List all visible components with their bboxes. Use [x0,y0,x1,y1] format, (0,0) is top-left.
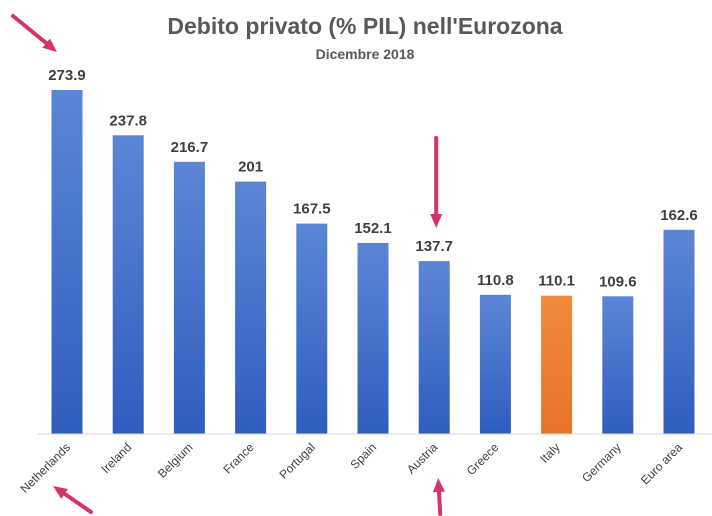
bar-italy [541,295,573,434]
arrow-icon-austria-top [430,136,443,228]
x-tick-label-euro-area: Euro area [638,440,685,487]
data-label-euro-area: 162.6 [660,207,698,224]
data-label-spain: 152.1 [354,220,392,237]
x-tick-label-germany: Germany [579,440,624,485]
bar-belgium [173,161,205,435]
x-tick-label-ireland: Ireland [98,440,134,476]
data-label-belgium: 216.7 [171,139,209,156]
x-tick-label-greece: Greece [464,440,502,478]
bar-spain [357,243,389,434]
bar-portugal [296,223,328,434]
bar-germany [602,296,634,434]
data-label-portugal: 167.5 [293,201,331,218]
data-label-netherlands: 273.9 [48,67,86,84]
x-tick-label-italy: Italy [537,440,562,465]
arrow-icon-netherlands-top [11,14,57,52]
x-tick-label-belgium: Belgium [155,440,196,481]
data-label-france: 201 [238,159,263,176]
x-tick-label-austria: Austria [404,440,441,477]
bar-euro-area [663,229,695,434]
x-tick-label-france: France [220,440,257,477]
bar-greece [479,294,511,434]
bar-ireland [112,135,144,435]
chart-title: Debito privato (% PIL) nell'Eurozona [167,13,562,39]
arrow-icon-austria-bottom [433,478,445,516]
chart-subtitle: Dicembre 2018 [316,46,415,62]
data-label-italy: 110.1 [538,273,575,290]
data-label-ireland: 237.8 [109,112,147,129]
arrow-icon-netherlands-bottom [53,486,93,514]
x-tick-label-spain: Spain [348,440,380,472]
data-label-greece: 110.8 [477,272,514,289]
x-tick-label-netherlands: Netherlands [17,440,73,496]
bar-france [235,181,267,434]
bar-netherlands [51,90,83,434]
x-tick-label-portugal: Portugal [276,440,318,482]
data-label-germany: 109.6 [599,273,637,290]
bar-austria [418,261,450,434]
data-label-austria: 137.7 [415,238,453,255]
